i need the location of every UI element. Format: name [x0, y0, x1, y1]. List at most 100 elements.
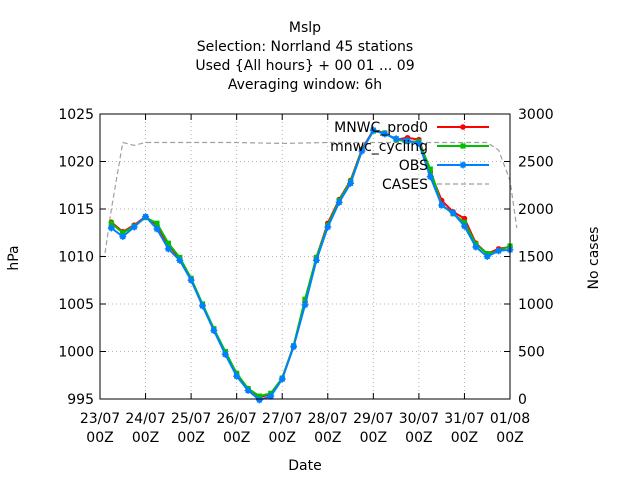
legend: MNWC_prod0 mnwc_cycling OBS CASES [330, 120, 489, 193]
x-tick-label-hour: 00Z [405, 430, 432, 446]
x-tick-label: 24/07 [125, 411, 165, 427]
y-tick-label: 1020 [58, 155, 94, 171]
gridlines [100, 114, 510, 399]
data-point [324, 223, 332, 231]
x-tick-label: 25/07 [171, 411, 211, 427]
data-point [164, 245, 172, 253]
data-point [119, 233, 127, 241]
x-tick-label-hour: 00Z [269, 430, 296, 446]
x-tick-label-hour: 00Z [86, 430, 113, 446]
y2-tick-label: 0 [518, 392, 527, 408]
y2-axis-label: No cases [586, 227, 602, 290]
y-tick-label: 1025 [58, 107, 94, 123]
x-tick-label: 27/07 [262, 411, 302, 427]
x-axis-label: Date [288, 458, 321, 474]
y2-tick-label: 2500 [518, 155, 554, 171]
legend-label: MNWC_prod0 [334, 120, 428, 136]
x-tick-label: 30/07 [399, 411, 439, 427]
legend-label: OBS [399, 158, 428, 174]
data-point [415, 139, 423, 147]
data-point [255, 396, 263, 404]
data-point [335, 198, 343, 206]
data-series [107, 126, 514, 404]
data-point [221, 350, 229, 358]
series-line [110, 130, 511, 398]
y-tick-label: 1005 [58, 297, 94, 313]
data-point [460, 143, 466, 149]
data-point [460, 222, 468, 230]
legend-label: mnwc_cycling [330, 139, 428, 155]
series-line [110, 128, 511, 399]
legend-item: OBS [399, 158, 489, 174]
data-point [256, 393, 263, 399]
data-point [142, 213, 150, 221]
data-point [358, 147, 366, 155]
data-point [176, 256, 184, 264]
x-tick-label: 29/07 [353, 411, 393, 427]
y-tick-label: 1010 [58, 250, 94, 266]
data-point [381, 130, 389, 138]
data-point [154, 220, 160, 226]
data-point [199, 302, 206, 310]
y2-tick-label: 1000 [518, 297, 554, 313]
data-point [312, 256, 320, 264]
data-point [130, 223, 138, 231]
series-mnwc-cycling [108, 128, 513, 399]
data-point [187, 276, 195, 284]
axes: 995 1000 1005 1010 1015 1020 1025 0 500 1000 1500 2… [6, 107, 602, 474]
chart-title: Mslp Selection: Norrland 45 stations Used … [195, 20, 414, 93]
data-point [267, 392, 275, 400]
x-tick-label: 26/07 [216, 411, 256, 427]
data-point [244, 386, 252, 394]
y2-tick-label: 1500 [518, 250, 554, 266]
data-point [347, 179, 355, 187]
y-axis-label: hPa [6, 245, 22, 270]
y2-tick-label: 500 [518, 345, 545, 361]
cases-series [100, 141, 518, 258]
data-point [120, 230, 126, 236]
data-point [233, 372, 241, 380]
data-point [290, 343, 298, 351]
data-point [301, 301, 309, 309]
data-point [210, 327, 218, 335]
data-point [153, 225, 161, 233]
data-point [278, 375, 286, 383]
series-mnwc-prod0 [108, 127, 513, 400]
data-point [369, 126, 377, 134]
data-point [483, 253, 491, 260]
x-tick-label-hour: 00Z [132, 430, 159, 446]
data-point [165, 240, 171, 246]
data-point [438, 201, 446, 209]
data-point [302, 296, 308, 302]
y2-tick-label: 3000 [518, 107, 554, 123]
series-line [110, 128, 511, 402]
y-tick-label: 1015 [58, 202, 94, 218]
cases-line [100, 141, 518, 258]
data-point [107, 224, 115, 232]
data-point [404, 137, 411, 145]
data-point [427, 166, 433, 172]
y-tick-label: 1000 [58, 345, 94, 361]
data-point [472, 243, 480, 251]
x-tick-label-hour: 00Z [314, 430, 341, 446]
x-tick-label-hour: 00Z [177, 430, 204, 446]
data-point [392, 135, 400, 143]
title-line: Averaging window: 6h [228, 77, 382, 93]
x-tick-label-hour: 00Z [360, 430, 387, 446]
legend-label: CASES [382, 177, 428, 193]
x-tick-label-hour: 00Z [223, 430, 250, 446]
legend-item: mnwc_cycling [330, 139, 489, 155]
series-obs [107, 126, 514, 404]
y-tick-label: 995 [67, 392, 94, 408]
legend-item: MNWC_prod0 [334, 120, 489, 136]
x-tick-label: 01/08 [490, 411, 530, 427]
data-point [461, 219, 468, 225]
x-tick-label: 31/07 [444, 411, 484, 427]
title-line: Selection: Norrland 45 stations [197, 39, 413, 55]
data-point [495, 247, 503, 255]
data-point [108, 220, 114, 226]
data-point [460, 124, 466, 130]
data-point [426, 173, 434, 181]
data-point [459, 161, 467, 169]
